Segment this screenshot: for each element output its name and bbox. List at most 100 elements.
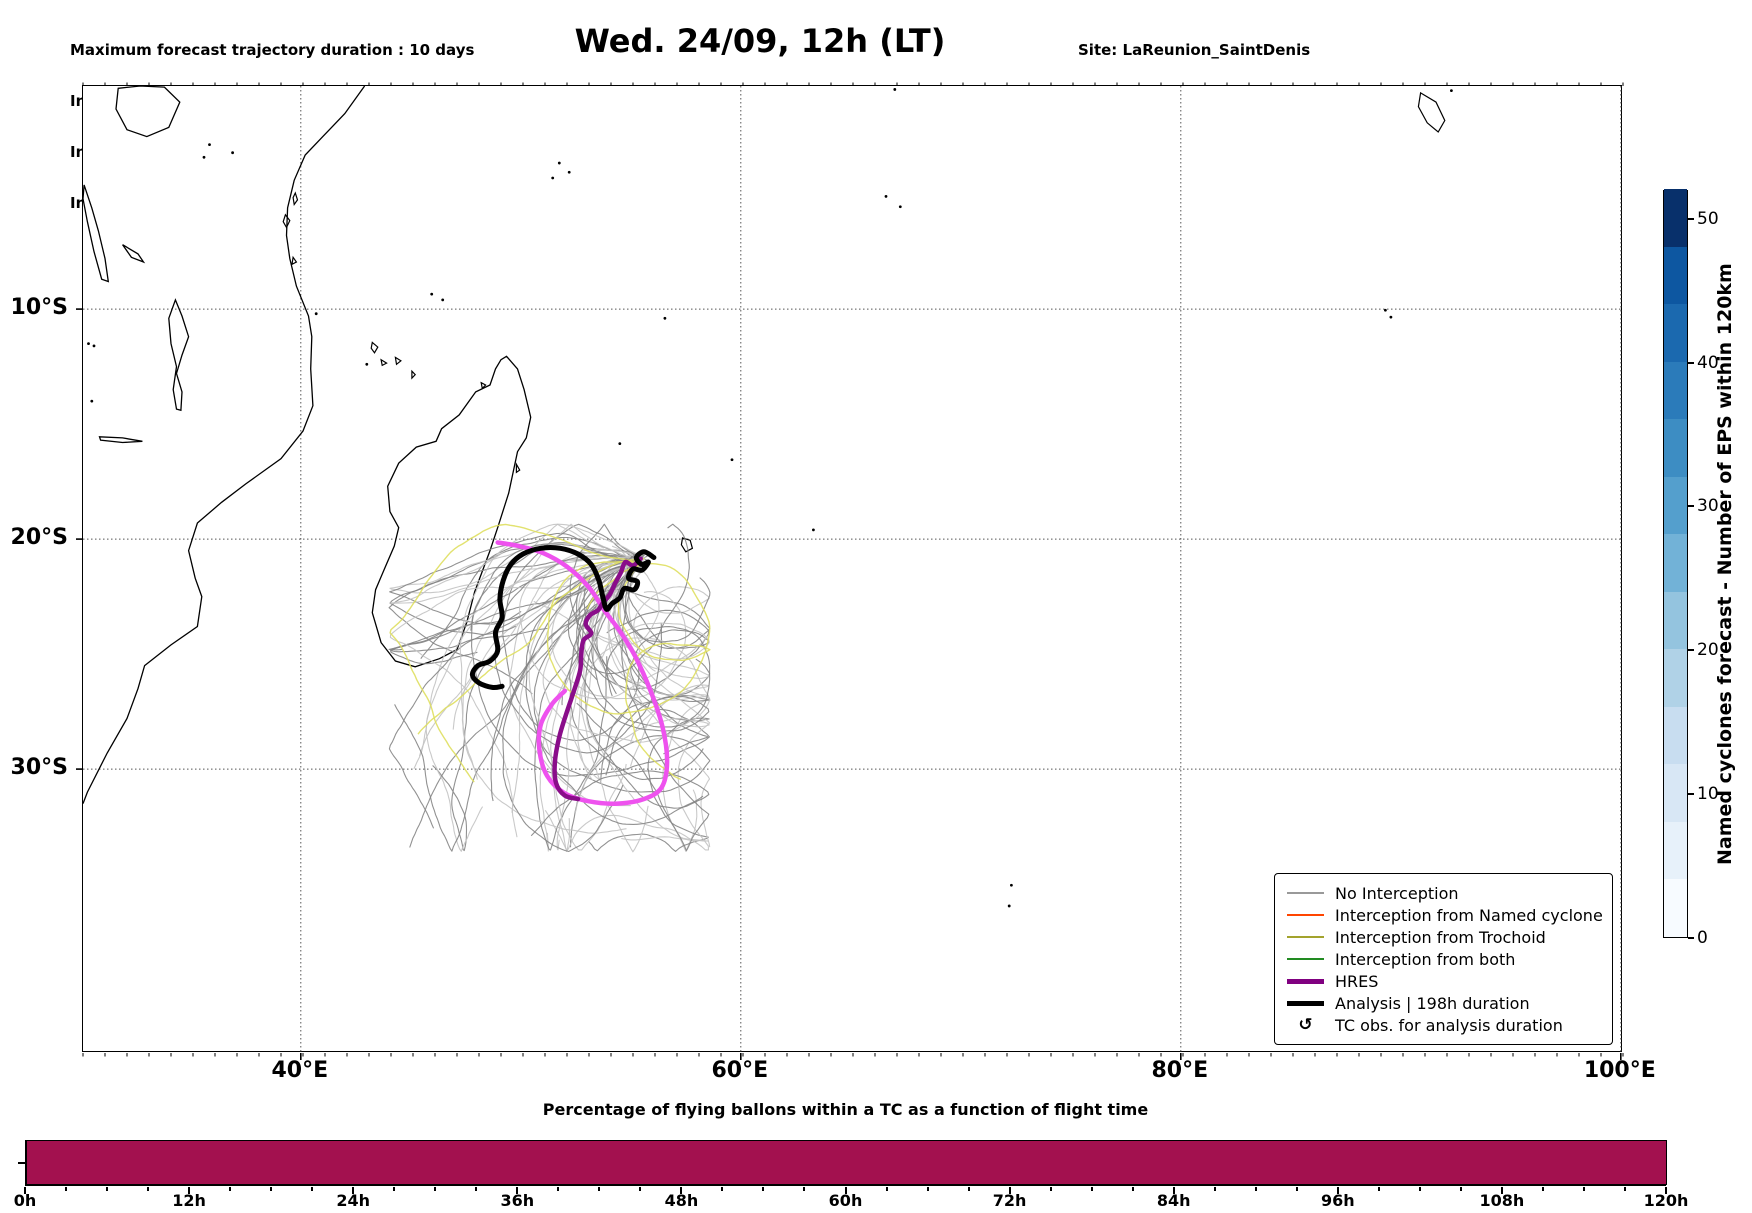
eps-trajectory: [389, 563, 637, 838]
bottom-minor-tick: [762, 1187, 765, 1191]
bottom-minor-tick: [557, 1187, 560, 1191]
eps-trajectory: [546, 561, 711, 715]
bottom-chart-title: Percentage of flying ballons within a TC…: [542, 1100, 1149, 1119]
bottom-minor-tick: [1459, 1187, 1462, 1191]
eps-trajectory: [569, 562, 636, 782]
islet-speck: [231, 151, 235, 155]
colorbar-segment: [1664, 418, 1687, 477]
coastline-africa-east-coast: [82, 85, 366, 804]
map-canvas: [76, 82, 1624, 1060]
coastline-lake-rukwa: [122, 244, 146, 264]
eps-trajectory: [576, 555, 710, 852]
colorbar-segment: [1664, 303, 1687, 362]
colorbar-segment: [1664, 706, 1687, 765]
bottom-minor-tick: [885, 1187, 888, 1191]
lon-tick-label: 100°E: [1583, 1058, 1656, 1083]
bottom-minor-tick: [106, 1187, 109, 1191]
eps-trajectory: [432, 554, 644, 852]
islet-speck: [441, 298, 445, 302]
eps-trajectory: [390, 559, 634, 653]
max-duration-line: Maximum forecast trajectory duration : 1…: [70, 41, 475, 59]
bottom-minor-tick: [721, 1187, 724, 1191]
eps-trajectory: [425, 560, 638, 852]
colorbar-segment: [1664, 648, 1687, 707]
bottom-tick-label: 24h: [336, 1191, 371, 1210]
islet-speck: [898, 205, 902, 209]
island-pemba: [292, 191, 299, 207]
islet-speck: [557, 161, 561, 165]
colorbar-tick-label: 40: [1697, 352, 1719, 373]
eps-trajectory: [576, 559, 710, 690]
islet-speck: [730, 458, 734, 462]
islet-speck: [430, 292, 434, 296]
colorbar-tick-label: 20: [1697, 640, 1719, 661]
eps-trajectory: [462, 523, 645, 834]
colorbar-tick-label: 10: [1697, 784, 1719, 805]
eps-trajectory: [600, 562, 710, 662]
islet-speck: [812, 528, 815, 532]
eps-trajectory: [471, 541, 710, 777]
bottom-major-tick: [24, 1187, 26, 1194]
lon-tick-label: 60°E: [711, 1058, 769, 1083]
islet-speck: [314, 312, 318, 316]
colorbar-tick-label: 50: [1697, 208, 1719, 229]
tc-obs-glyph: ↺: [1298, 1015, 1313, 1036]
island-mayotte: [411, 369, 417, 380]
islet-speck: [1384, 308, 1387, 312]
island-mafia: [291, 255, 298, 266]
site-line: Site: LaReunion_SaintDenis: [1078, 41, 1311, 59]
coastline-madagascar: [371, 355, 532, 668]
legend-line: [1287, 979, 1324, 985]
colorbar-segment: [1664, 476, 1687, 535]
bottom-minor-tick: [1213, 1187, 1216, 1191]
eps-trajectory: [502, 563, 646, 853]
eps-trajectory: [388, 555, 634, 829]
island-anjouan: [394, 356, 402, 366]
lat-tick-label: 20°S: [10, 525, 68, 551]
bottom-major-tick: [1008, 1187, 1011, 1194]
legend-item: HRES: [1287, 972, 1602, 992]
bottom-minor-tick: [1541, 1187, 1544, 1191]
legend-line-swatch: [1287, 936, 1324, 939]
bottom-minor-tick: [475, 1187, 478, 1191]
legend-label: HRES: [1335, 972, 1379, 992]
colorbar-tick: [1688, 217, 1694, 220]
figure-title: Wed. 24/09, 12h (LT): [574, 22, 946, 60]
colorbar-segment: [1664, 533, 1687, 592]
bottom-minor-tick: [1418, 1187, 1421, 1191]
legend-item: ↺ TC obs. for analysis duration: [1287, 1016, 1602, 1036]
island-moheli: [380, 358, 388, 367]
legend-line-swatch: [1287, 979, 1324, 985]
colorbar-segment: [1664, 821, 1687, 880]
bottom-minor-tick: [1090, 1187, 1093, 1191]
colorbar-tick-label: 0: [1697, 928, 1708, 948]
islet-speck: [202, 155, 206, 159]
islet-speck: [1010, 883, 1013, 887]
eps-trajectory: [533, 555, 711, 848]
eps-trajectory: [494, 554, 663, 754]
eps-trajectory: [389, 549, 639, 604]
legend-item: No Interception: [1287, 883, 1602, 903]
islet-speck: [551, 176, 555, 180]
islet-speck: [208, 143, 211, 147]
bottom-minor-tick: [1377, 1187, 1380, 1191]
bottom-minor-tick: [639, 1187, 642, 1191]
bottom-major-tick: [680, 1187, 683, 1194]
coastline-lake-malawi: [168, 298, 190, 412]
legend-item: Interception from Named cyclone: [1287, 905, 1603, 925]
bottom-tick-label: 84h: [1156, 1191, 1191, 1210]
eps-trajectory: [511, 562, 642, 813]
colorbar-segment: [1664, 361, 1687, 420]
colorbar-tick: [1688, 793, 1694, 796]
eps-trajectory: [389, 523, 634, 783]
islet-speck: [365, 362, 369, 366]
bottom-major-tick: [1500, 1187, 1503, 1194]
legend-line: [1287, 958, 1324, 961]
bottom-minor-tick: [229, 1187, 232, 1191]
islet-speck: [87, 342, 90, 345]
legend-label: Interception from both: [1335, 949, 1516, 969]
bottom-major-tick: [516, 1187, 519, 1194]
bottom-minor-tick: [1254, 1187, 1257, 1191]
tc-percentage-bar: [26, 1140, 1667, 1185]
eps-trajectory: [585, 554, 709, 842]
